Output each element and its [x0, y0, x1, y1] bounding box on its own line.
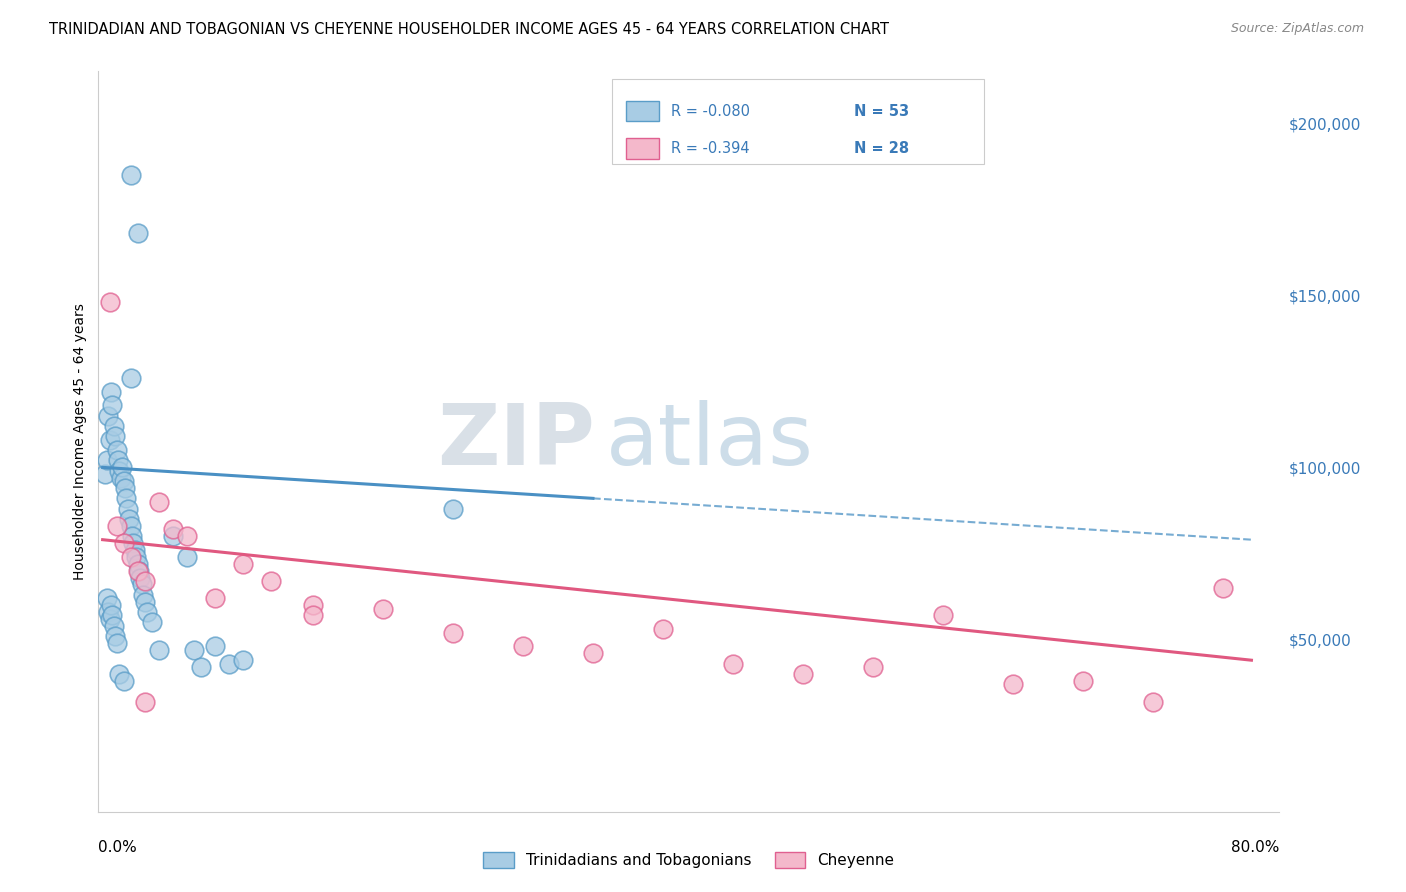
Point [121, 529, 143, 543]
Point [104, 629, 127, 643]
Point [204, 591, 226, 606]
Point [1142, 694, 1164, 708]
Point [94, 467, 117, 482]
Point [148, 495, 170, 509]
Text: Source: ZipAtlas.com: Source: ZipAtlas.com [1230, 22, 1364, 36]
Point [582, 646, 605, 660]
Text: R = -0.394: R = -0.394 [671, 141, 749, 156]
Point [441, 625, 464, 640]
Legend: Trinidadians and Tobagonians, Cheyenne: Trinidadians and Tobagonians, Cheyenne [478, 846, 900, 874]
Point [862, 660, 884, 674]
Point [101, 608, 124, 623]
Point [162, 529, 184, 543]
Point [105, 636, 128, 650]
Point [112, 474, 135, 488]
Point [183, 643, 205, 657]
Point [932, 608, 955, 623]
Point [103, 419, 125, 434]
Bar [626, 138, 659, 159]
Point [117, 501, 139, 516]
Text: TRINIDADIAN AND TOBAGONIAN VS CHEYENNE HOUSEHOLDER INCOME AGES 45 - 64 YEARS COR: TRINIDADIAN AND TOBAGONIAN VS CHEYENNE H… [49, 22, 889, 37]
Point [260, 574, 283, 588]
Point [118, 512, 141, 526]
Point [111, 460, 134, 475]
Text: ZIP: ZIP [437, 400, 595, 483]
Point [128, 564, 150, 578]
Point [1071, 673, 1094, 688]
Point [232, 653, 254, 667]
Point [103, 619, 125, 633]
Point [98, 612, 121, 626]
Bar [612, 78, 984, 164]
Point [98, 295, 121, 310]
Text: R = -0.080: R = -0.080 [671, 103, 751, 119]
Point [127, 226, 149, 240]
Point [112, 673, 135, 688]
Point [129, 570, 152, 584]
Point [301, 598, 323, 612]
Point [112, 536, 135, 550]
Point [190, 660, 212, 674]
Point [371, 601, 394, 615]
Point [125, 549, 148, 564]
Point [134, 694, 156, 708]
Point [120, 371, 142, 385]
Point [512, 640, 534, 654]
Text: N = 28: N = 28 [855, 141, 910, 156]
Y-axis label: Householder Income Ages 45 - 64 years: Householder Income Ages 45 - 64 years [73, 303, 87, 580]
Point [127, 564, 149, 578]
Point [204, 640, 226, 654]
Point [120, 549, 142, 564]
Point [105, 519, 128, 533]
Point [441, 501, 464, 516]
Point [1002, 677, 1025, 691]
Point [301, 608, 323, 623]
Text: 80.0%: 80.0% [1232, 840, 1279, 855]
Point [108, 667, 131, 681]
Point [176, 549, 198, 564]
Point [162, 522, 184, 536]
Point [134, 595, 156, 609]
Point [124, 543, 146, 558]
Point [115, 491, 138, 506]
Point [122, 536, 145, 550]
Point [132, 588, 155, 602]
Point [96, 591, 118, 606]
Point [101, 398, 124, 412]
Point [100, 384, 122, 399]
Text: N = 53: N = 53 [855, 103, 910, 119]
Point [107, 453, 129, 467]
Point [148, 643, 170, 657]
Text: 0.0%: 0.0% [98, 840, 138, 855]
Point [98, 433, 121, 447]
Point [792, 667, 814, 681]
Point [110, 471, 132, 485]
Point [232, 557, 254, 571]
Point [104, 429, 127, 443]
Point [1212, 581, 1234, 595]
Point [96, 453, 118, 467]
Text: atlas: atlas [606, 400, 814, 483]
Point [105, 443, 128, 458]
Point [97, 605, 120, 619]
Point [120, 168, 142, 182]
Point [721, 657, 744, 671]
Bar [626, 101, 659, 121]
Point [141, 615, 163, 630]
Point [652, 622, 675, 636]
Point [114, 481, 136, 495]
Point [100, 598, 122, 612]
Point [97, 409, 120, 423]
Point [136, 605, 159, 619]
Point [120, 519, 142, 533]
Point [134, 574, 156, 588]
Point [131, 577, 153, 591]
Point [127, 557, 149, 571]
Point [108, 464, 131, 478]
Point [218, 657, 240, 671]
Point [176, 529, 198, 543]
